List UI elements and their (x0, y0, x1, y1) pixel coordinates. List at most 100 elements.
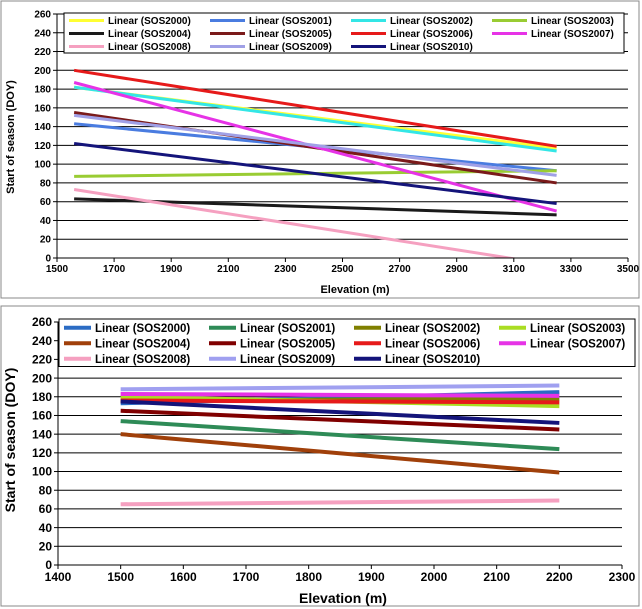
x-tick-label: 1500 (107, 570, 134, 584)
x-tick-label: 1700 (103, 264, 126, 275)
series-line-6 (120, 408, 560, 432)
y-axis-title: Start of season (DOY) (2, 368, 18, 513)
legend-label: Linear (SOS2007) (530, 338, 625, 350)
legend-label: Linear (SOS2010) (385, 354, 480, 366)
y-tick-label: 140 (32, 427, 52, 441)
x-tick-label: 1900 (160, 264, 183, 275)
x-tick-labels: 1500 1700 1900 2100 2300 2500 2700 2900 3100 3300… (46, 264, 640, 275)
x-tick-label: 2300 (274, 264, 297, 275)
legend-label: Linear (SOS2009) (249, 42, 332, 53)
legend-box (63, 12, 625, 54)
legend-label: Linear (SOS2001) (249, 16, 332, 27)
x-tick-label: 3100 (503, 264, 526, 275)
x-tick-label: 2100 (483, 570, 510, 584)
y-tick-labels: 0 20 40 60 80 100 120 140 160 180 200 220 240 260 (32, 315, 52, 572)
legend-label: Linear (SOS2002) (385, 323, 480, 335)
legend-label: Linear (SOS2003) (531, 16, 614, 27)
y-tick-label: 240 (32, 334, 52, 348)
legend-label: Linear (SOS2002) (390, 16, 473, 27)
legend-label: Linear (SOS2007) (531, 29, 614, 40)
x-tick-label: 1900 (358, 570, 385, 584)
legend-label: Linear (SOS2004) (108, 29, 191, 40)
legend-label: Linear (SOS2008) (108, 42, 191, 53)
y-tick-label: 0 (45, 254, 51, 265)
y-tick-label: 0 (45, 558, 52, 572)
axes (54, 321, 623, 569)
legend-label: Linear (SOS2009) (240, 354, 335, 366)
series-line-10 (73, 113, 557, 177)
y-tick-label: 40 (40, 216, 52, 227)
y-tick-label: 100 (32, 465, 52, 479)
series-line-11 (120, 399, 560, 425)
x-axis-title: Elevation (m) (299, 590, 387, 606)
legend: Linear (SOS2000) Linear (SOS2001) Linear (… (58, 318, 636, 367)
y-tick-label: 120 (32, 446, 52, 460)
y-tick-labels: 0 20 40 60 80 100 120 140 160 180 200 220 240 260 (34, 10, 51, 265)
y-tick-label: 260 (32, 315, 52, 329)
x-tick-label: 2000 (421, 570, 448, 584)
x-tick-label: 2200 (546, 570, 573, 584)
y-tick-label: 20 (39, 540, 53, 554)
legend-label: Linear (SOS2003) (530, 323, 625, 335)
series-line-9 (120, 498, 560, 507)
x-tick-label: 1500 (46, 264, 69, 275)
series-line-7 (120, 398, 560, 405)
y-tick-label: 260 (34, 10, 51, 21)
y-tick-label: 220 (32, 353, 52, 367)
series-line-7 (73, 68, 557, 148)
legend-label: Linear (SOS2000) (108, 16, 191, 27)
x-tick-label: 2900 (446, 264, 469, 275)
x-tick-label: 2100 (217, 264, 240, 275)
y-tick-label: 120 (34, 141, 51, 152)
x-tick-label: 3300 (560, 264, 583, 275)
legend-label: Linear (SOS2004) (95, 338, 190, 350)
trend-lines (73, 68, 558, 258)
chart-panel-bottom: 0 20 40 60 80 100 120 140 160 180 200 220 240 260 140… (0, 305, 640, 607)
series-line-11 (73, 142, 557, 206)
y-tick-label: 20 (40, 235, 52, 246)
y-tick-label: 60 (39, 502, 53, 516)
series-line-9 (73, 188, 519, 258)
legend-box (58, 318, 636, 367)
x-axis-title: Elevation (m) (320, 284, 389, 296)
x-tick-label: 1400 (45, 570, 72, 584)
legend-label: Linear (SOS2008) (95, 354, 190, 366)
x-tick-label: 3500 (617, 264, 640, 275)
y-tick-label: 100 (34, 160, 51, 171)
series-line-5 (120, 432, 560, 475)
y-tick-label: 220 (34, 47, 51, 58)
y-tick-label: 80 (40, 178, 52, 189)
x-tick-labels: 1400 1500 1600 1700 1800 1900 2000 2100 2200 2300 (45, 570, 636, 584)
series-line-8 (120, 391, 560, 398)
legend-label: Linear (SOS2010) (390, 42, 473, 53)
series-line-10 (120, 383, 560, 392)
axes (53, 13, 629, 262)
legend-label: Linear (SOS2001) (240, 323, 335, 335)
x-tick-label: 1800 (295, 570, 322, 584)
x-tick-label: 1700 (233, 570, 260, 584)
y-tick-label: 40 (39, 521, 53, 535)
y-tick-label: 160 (34, 103, 51, 114)
y-tick-label: 80 (39, 483, 53, 497)
y-tick-label: 180 (34, 85, 51, 96)
y-tick-label: 140 (34, 122, 51, 133)
legend-label: Linear (SOS2005) (249, 29, 332, 40)
series-line-2 (120, 419, 560, 452)
x-tick-label: 2300 (609, 570, 636, 584)
legend-label: Linear (SOS2000) (95, 323, 190, 335)
legend-label: Linear (SOS2005) (240, 338, 335, 350)
series-line-3 (73, 85, 557, 153)
y-tick-label: 200 (32, 371, 52, 385)
y-tick-label: 60 (40, 197, 52, 208)
y-tick-label: 200 (34, 66, 51, 77)
y-axis-title: Start of season (DOY) (5, 80, 17, 194)
legend: Linear (SOS2000) Linear (SOS2001) Linear (… (63, 12, 625, 54)
y-tick-label: 180 (32, 390, 52, 404)
trend-lines (120, 383, 560, 507)
y-tick-label: 240 (34, 28, 51, 39)
y-tick-label: 160 (32, 409, 52, 423)
chart-panel-top: 0 20 40 60 80 100 120 140 160 180 200 220 240 260 150… (0, 0, 640, 299)
legend-label: Linear (SOS2006) (385, 338, 480, 350)
x-tick-label: 1600 (170, 570, 197, 584)
